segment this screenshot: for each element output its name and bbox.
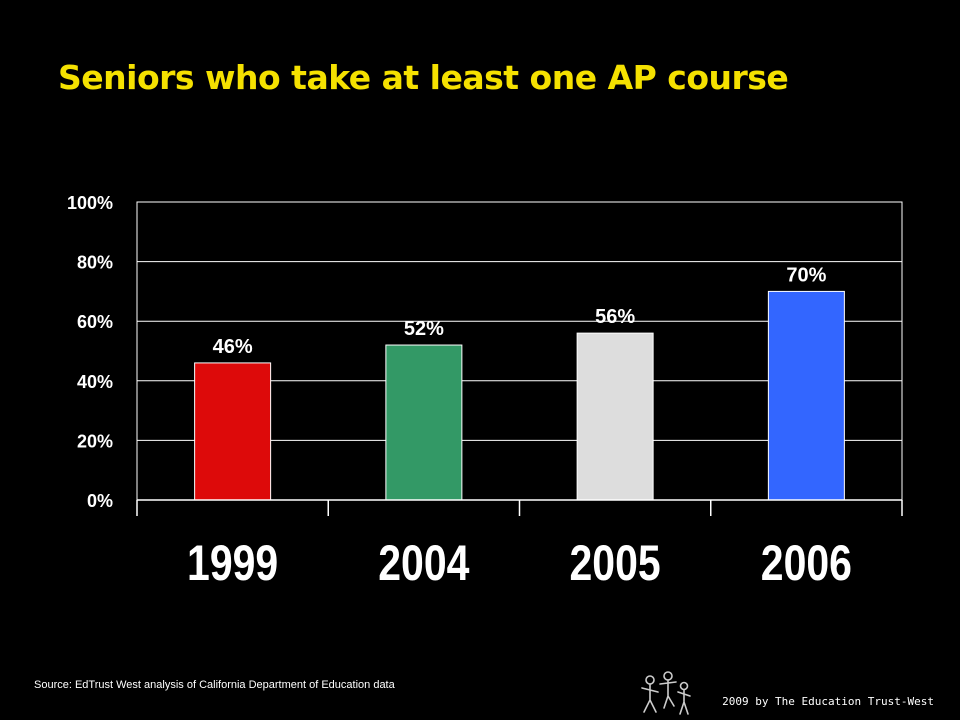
y-tick-label: 20% bbox=[77, 431, 113, 451]
x-category-label: 1999 bbox=[187, 535, 278, 591]
bar-1999 bbox=[194, 362, 272, 501]
y-tick-label: 60% bbox=[77, 312, 113, 332]
bar-chart: 0% 20% 40% 60% 80% 100% 46% 1999 52% 2004 56% 2005 7… bbox=[67, 193, 903, 591]
bar-2006 bbox=[767, 290, 845, 501]
bar-2004 bbox=[385, 344, 463, 501]
y-tick-label: 100% bbox=[67, 193, 113, 213]
y-tick-label: 80% bbox=[77, 253, 113, 273]
x-category-label: 2005 bbox=[570, 535, 661, 591]
copyright-text: 2009 by The Education Trust-West bbox=[722, 695, 934, 708]
axes bbox=[136, 499, 903, 516]
source-note: Source: EdTrust West analysis of Califor… bbox=[34, 679, 395, 691]
education-trust-west-logo-icon bbox=[641, 671, 691, 715]
bars bbox=[194, 290, 845, 501]
data-label: 46% bbox=[213, 336, 253, 358]
labels: 0% 20% 40% 60% 80% 100% 46% 1999 52% 2004 56% 2005 7… bbox=[67, 193, 852, 591]
bar-2005 bbox=[576, 332, 654, 501]
x-category-label: 2004 bbox=[378, 535, 470, 591]
y-tick-label: 40% bbox=[77, 372, 113, 392]
y-tick-label: 0% bbox=[87, 491, 113, 511]
data-label: 70% bbox=[786, 264, 826, 286]
x-category-label: 2006 bbox=[761, 535, 852, 591]
data-label: 52% bbox=[404, 318, 444, 340]
slide-title: Seniors who take at least one AP course bbox=[58, 58, 789, 97]
data-label: 56% bbox=[595, 306, 635, 328]
